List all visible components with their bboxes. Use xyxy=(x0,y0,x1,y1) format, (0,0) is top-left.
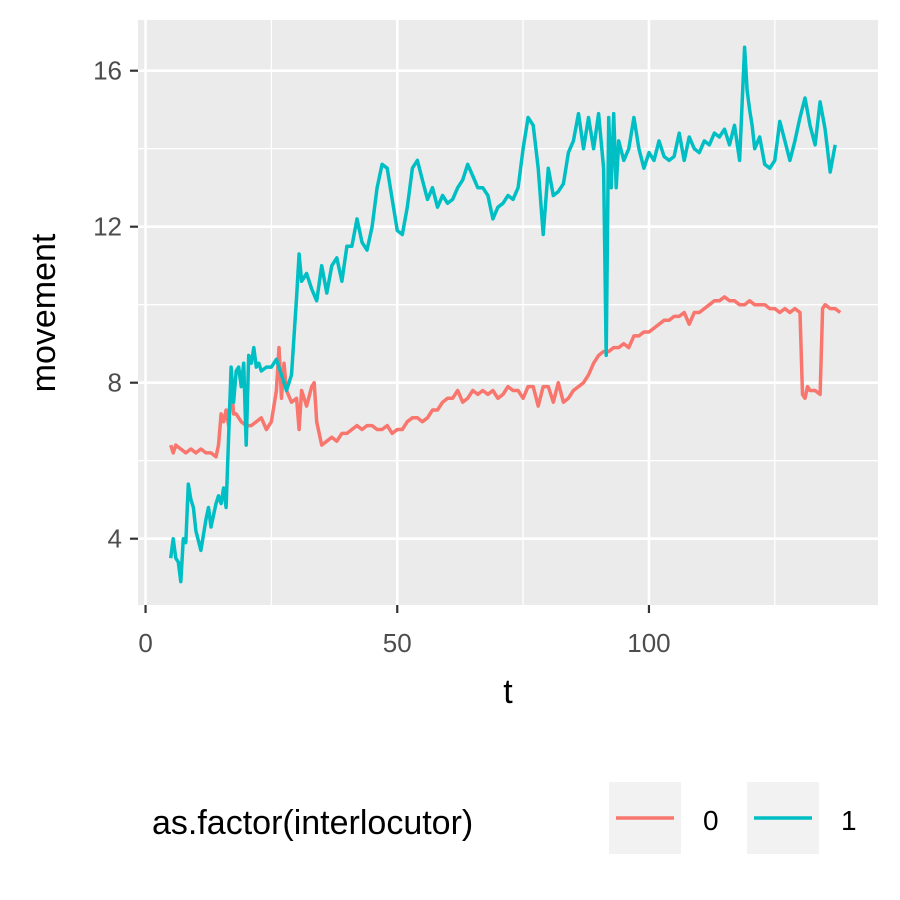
y-axis-title: movement xyxy=(25,233,63,392)
series-line-1 xyxy=(168,45,837,584)
y-tick-label: 4 xyxy=(108,524,122,554)
x-tick-label: 50 xyxy=(383,628,412,658)
legend-label-0: 0 xyxy=(703,805,719,836)
x-tick-label: 0 xyxy=(138,628,152,658)
legend: as.factor(interlocutor) 0 1 xyxy=(152,782,857,854)
y-tick-label: 8 xyxy=(108,368,122,398)
x-tick-label: 100 xyxy=(627,628,670,658)
legend-title: as.factor(interlocutor) xyxy=(152,804,473,842)
minor-gridlines xyxy=(138,20,878,605)
y-tick-label: 16 xyxy=(93,56,122,86)
y-tick-label: 12 xyxy=(93,212,122,242)
major-gridlines xyxy=(138,20,878,605)
axes: 0 50 100 4 8 12 16 xyxy=(93,56,671,658)
series-line-0 xyxy=(169,295,842,459)
series-lines xyxy=(168,45,842,584)
plot-panel xyxy=(138,20,878,605)
legend-label-1: 1 xyxy=(841,805,857,836)
x-axis-title: t xyxy=(503,673,513,711)
